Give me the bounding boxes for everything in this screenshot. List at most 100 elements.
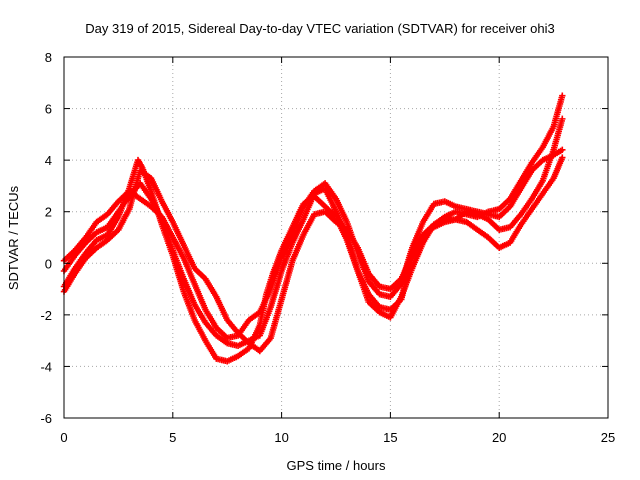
data-point-segment <box>278 231 295 262</box>
data-point-segment <box>409 233 426 259</box>
x-tick-label: 5 <box>169 430 176 445</box>
data-point-segment <box>528 179 545 202</box>
data-point-segment <box>506 187 524 210</box>
data-point-segment <box>82 246 99 262</box>
data-point-segment <box>539 176 556 197</box>
data-point-segment <box>289 205 306 236</box>
data-point-segment <box>398 254 415 282</box>
data-point-segment <box>365 278 382 296</box>
data-point-segment <box>191 316 208 342</box>
data-point-segment <box>354 244 371 275</box>
data-point-segment <box>463 218 480 232</box>
y-tick-label: 4 <box>45 153 52 168</box>
data-point-segment <box>137 195 153 209</box>
data-point-segment <box>234 346 251 360</box>
data-point-segment <box>278 259 296 303</box>
data-point-segment <box>267 298 285 342</box>
data-point-segment <box>278 241 295 275</box>
data-point-segment <box>528 145 545 166</box>
data-point-segment <box>169 218 186 247</box>
data-point-segment <box>267 257 285 293</box>
data-point-segment <box>441 209 458 221</box>
data-point-segment <box>213 332 229 346</box>
data-point-segment <box>158 198 175 224</box>
x-tick-label: 20 <box>492 430 506 445</box>
data-point-segment <box>180 254 197 286</box>
data-point-segment <box>321 180 338 201</box>
data-point-segment <box>398 267 415 300</box>
data-point-segment <box>365 270 382 289</box>
data-point-segment <box>496 204 512 221</box>
plot-frame <box>63 56 609 419</box>
data-point-segment <box>93 232 109 244</box>
x-tick-label: 10 <box>274 430 288 445</box>
data-point-segment <box>234 329 251 345</box>
data-point-segment <box>213 324 229 340</box>
data-point <box>559 146 566 154</box>
data-point-segment <box>354 267 372 304</box>
data-point-segment <box>191 280 208 311</box>
data-point-segment <box>506 223 524 246</box>
data-point-segment <box>71 235 88 254</box>
data-point-segment <box>224 316 240 335</box>
data-point-segment <box>517 169 534 192</box>
data-point-segment <box>332 218 349 232</box>
data-point-segment <box>169 234 186 260</box>
x-tick-label: 25 <box>601 430 615 445</box>
data-point-segment <box>517 197 534 218</box>
data-point-segment <box>550 147 564 159</box>
data-point-segment <box>169 247 187 280</box>
data-point-segment <box>180 275 197 306</box>
data-point-segment <box>82 238 99 257</box>
data-point-segment <box>550 117 565 153</box>
data-point-segment <box>147 203 164 219</box>
data-point-segment <box>71 256 88 277</box>
data-point-segment <box>343 226 360 250</box>
data-point-segment <box>256 336 273 355</box>
y-tick-label: 8 <box>45 50 52 65</box>
y-axis-label: SDTVAR / TECUs <box>6 185 21 290</box>
data-point-segment <box>332 195 350 224</box>
data-point-segment <box>300 213 317 239</box>
data-point-segment <box>387 282 404 300</box>
data-point-segment <box>365 298 382 314</box>
x-axis-label: GPS time / hours <box>287 458 386 473</box>
data-point-segment <box>224 353 240 365</box>
data-point-segment <box>506 212 523 231</box>
data-point-segment <box>300 189 317 210</box>
data-point-segment <box>419 225 436 239</box>
series-track-4 <box>60 154 566 355</box>
data-point-segment <box>419 202 436 226</box>
data-point-segment <box>71 251 88 272</box>
x-tick-label: 15 <box>383 430 397 445</box>
data-point-segment <box>245 310 262 324</box>
data-point-segment <box>82 220 99 241</box>
data-point-segment <box>180 242 197 270</box>
data-point-segment <box>517 207 534 228</box>
data-point-segment <box>409 220 426 251</box>
grid <box>64 57 608 418</box>
data-point-segment <box>550 94 565 130</box>
x-tick-label: 0 <box>60 430 67 445</box>
data-point-segment <box>202 275 219 299</box>
data-point-segment <box>289 233 306 264</box>
data-point-segment <box>496 197 512 213</box>
data-point-segment <box>441 198 458 209</box>
data-point-segment <box>387 277 403 293</box>
data-point-segment <box>202 337 219 361</box>
data-point-segment <box>289 218 306 246</box>
data-point-segment <box>256 305 274 339</box>
data-point-segment <box>528 192 545 213</box>
data-point-segment <box>93 212 110 226</box>
data-point-segment <box>474 226 490 240</box>
data-point-segment <box>104 215 121 239</box>
data-point-segment <box>147 175 165 203</box>
data-point-segment <box>430 219 447 231</box>
data-point-segment <box>485 216 501 232</box>
data-point-segment <box>506 179 524 202</box>
y-tick-label: -2 <box>40 308 52 323</box>
data-point-segment <box>93 238 110 251</box>
data-point-segment <box>321 185 339 213</box>
data-point <box>559 92 566 99</box>
